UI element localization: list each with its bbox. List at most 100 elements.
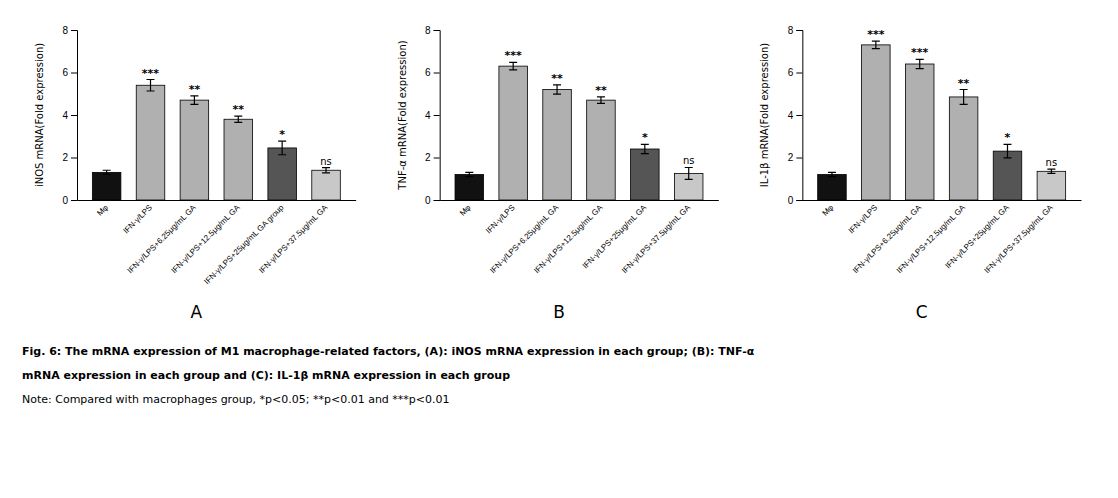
error-bar-cap	[465, 176, 473, 177]
x-tick: IFN-γ/LPS+12.5μg/mL GA	[170, 203, 243, 276]
bar	[905, 64, 934, 200]
x-tick-label: IFN-γ/LPS+12.5μg/mL GA	[170, 203, 243, 276]
error-bar	[685, 167, 693, 179]
y-tick-mark	[71, 30, 77, 31]
y-tick: 0	[62, 195, 77, 206]
y-axis-title: TNF-α mRNA(Fold expression)	[397, 40, 408, 190]
y-tick-label: 8	[425, 25, 431, 36]
bar	[180, 100, 209, 200]
error-bar-stem	[150, 80, 151, 91]
annotation: ns	[1046, 157, 1058, 168]
annotation: **	[595, 84, 607, 97]
bar	[268, 148, 297, 200]
y-tick-mark	[434, 200, 440, 201]
annotation: ns	[683, 155, 695, 166]
x-tick-label: IFN-γ/LPS+37.5μg/mL GA	[620, 203, 693, 276]
error-bar-stem	[644, 144, 645, 153]
y-axis-line	[71, 31, 78, 201]
panel-title: C	[916, 302, 928, 322]
y-tick-mark	[71, 115, 77, 116]
y-tick: 8	[425, 25, 440, 36]
panel: *********ns02468MφIFN-γ/LPSIFN-γ/LPS+6.2…	[759, 25, 1081, 322]
y-tick-label: 2	[425, 152, 431, 163]
x-tick: IFN-γ/LPS+12.5μg/mL GA	[895, 203, 968, 276]
x-tick: IFN-γ/LPS+25μg/mL GA group	[202, 203, 286, 287]
error-bar-cap	[147, 90, 155, 91]
x-tick: IFN-γ/LPS	[484, 203, 516, 235]
error-bar-stem	[556, 85, 557, 94]
annotation: **	[233, 103, 245, 116]
y-tick-mark	[434, 158, 440, 159]
annotation: **	[551, 72, 563, 85]
y-axis: 02468	[788, 25, 803, 206]
error-bar-cap	[872, 48, 880, 49]
x-tick: Mφ	[821, 203, 836, 218]
error-bar	[960, 90, 968, 105]
x-tick-label: IFN-γ/LPS+37.5μg/mL GA	[257, 203, 330, 276]
error-bar	[1003, 144, 1011, 158]
y-tick: 4	[788, 110, 803, 121]
bar	[1037, 171, 1066, 200]
bar	[455, 175, 484, 201]
error-bar-stem	[600, 97, 601, 103]
error-bar-stem	[194, 96, 195, 105]
y-tick-label: 4	[425, 110, 431, 121]
error-bar	[465, 172, 473, 176]
error-bar-stem	[238, 116, 239, 122]
y-tick-label: 0	[425, 195, 431, 206]
annotation: ***	[911, 46, 929, 59]
error-bar	[828, 172, 836, 176]
y-axis-title: IL-1β mRNA(Fold expression)	[759, 43, 770, 188]
y-tick: 2	[425, 152, 440, 163]
y-tick-label: 0	[788, 195, 794, 206]
error-bar-stem	[469, 172, 470, 176]
error-bar-cap	[234, 122, 242, 123]
error-bar	[872, 41, 880, 49]
y-tick: 6	[425, 67, 440, 78]
y-tick-mark	[434, 115, 440, 116]
y-tick: 0	[788, 195, 803, 206]
x-tick: IFN-γ/LPS+37.5μg/mL GA	[257, 203, 330, 276]
x-axis: MφIFN-γ/LPSIFN-γ/LPS+6.25μg/mL GAIFN-γ/L…	[78, 201, 357, 287]
bar	[92, 172, 121, 200]
y-tick-label: 2	[62, 152, 68, 163]
x-tick: IFN-γ/LPS+37.5μg/mL GA	[620, 203, 693, 276]
y-tick: 8	[62, 25, 77, 36]
error-bar	[509, 62, 517, 70]
x-tick-label: IFN-γ/LPS	[847, 203, 879, 235]
caption-line: mRNA expression in each group and (C): I…	[22, 369, 510, 382]
error-bar	[1047, 169, 1055, 173]
error-bar-cap	[322, 167, 330, 168]
error-bar-cap	[1047, 173, 1055, 174]
error-bar-stem	[325, 168, 326, 173]
annotation: ns	[320, 156, 332, 167]
x-tick-label: IFN-γ/LPS+6.25μg/mL GA	[488, 203, 561, 276]
caption-line: Fig. 6: The mRNA expression of M1 macrop…	[22, 345, 755, 358]
error-bar-cap	[828, 172, 836, 173]
x-tick-label: Mφ	[458, 203, 473, 218]
y-tick-label: 8	[788, 25, 794, 36]
error-bar-cap	[685, 179, 693, 180]
error-bar	[597, 97, 605, 103]
x-tick-label: IFN-γ/LPS+25μg/mL GA group	[202, 203, 286, 287]
y-tick-label: 6	[425, 67, 431, 78]
y-tick: 2	[62, 152, 77, 163]
error-bar	[641, 144, 649, 153]
error-bar-cap	[960, 104, 968, 105]
y-tick-mark	[71, 158, 77, 159]
y-tick: 2	[788, 152, 803, 163]
y-tick-mark	[796, 73, 802, 74]
x-tick: IFN-γ/LPS+37.5μg/mL GA	[983, 203, 1056, 276]
error-bar-cap	[103, 170, 111, 171]
error-bar	[103, 170, 111, 174]
panel: ********ns02468MφIFN-γ/LPSIFN-γ/LPS+6.25…	[34, 25, 356, 322]
error-bar-stem	[831, 172, 832, 176]
annotation: *	[1005, 131, 1011, 144]
y-axis: 02468	[62, 25, 77, 206]
y-tick-mark	[796, 30, 802, 31]
x-tick-label: IFN-γ/LPS	[121, 203, 153, 235]
error-bar-cap	[828, 176, 836, 177]
error-bar-stem	[1051, 169, 1052, 173]
x-tick: Mφ	[458, 203, 473, 218]
panel-title: A	[191, 302, 203, 322]
